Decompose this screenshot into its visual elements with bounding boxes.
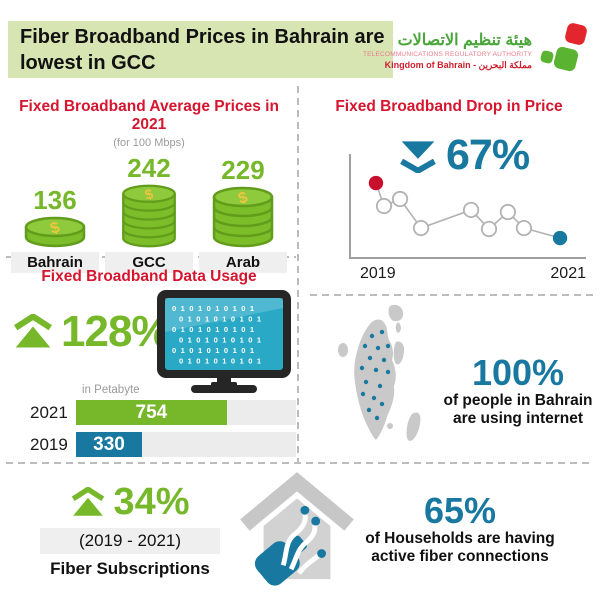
price-drop-heading: Fixed Broadband Drop in Price — [335, 98, 563, 115]
avg-prices-heading: Fixed Broadband Average Prices in 2021 — [19, 98, 279, 133]
subs-arrow-icon — [72, 486, 105, 516]
usage-bar-row: 2019 330 — [30, 432, 296, 457]
internet-caption: 100% of people in Bahrain are using inte… — [433, 354, 600, 428]
svg-text:0 1 0 1 0 1 0 1 0 1: 0 1 0 1 0 1 0 1 0 1 — [179, 357, 262, 366]
tra-logo: هيئة تنظيم الاتصالات TELECOMMUNICATIONS … — [363, 20, 592, 82]
coin-stack-gcc: 242 $ GCC — [105, 155, 193, 273]
usage-bars: 2021 754 2019 330 — [30, 400, 296, 464]
coin-stack-value: 242 — [127, 153, 171, 183]
map-dots — [359, 329, 391, 421]
households-block: 65% of Households are having active fibe… — [360, 492, 560, 566]
chart-series — [368, 175, 568, 246]
households-caption-line1: of Households are having — [365, 530, 555, 547]
binary-screen-text: 0 1 0 1 0 1 0 1 0 10 1 0 1 0 1 0 1 0 10 … — [172, 304, 262, 366]
svg-text:0 1 0 1 0 1 0 1 0 1: 0 1 0 1 0 1 0 1 0 1 — [179, 336, 262, 345]
coin-stacks: 136 $ Bahrain 242 $ — [0, 155, 298, 273]
chart-year-end: 2021 — [550, 265, 586, 282]
fiber-subscriptions-block: 34% (2019 - 2021) Fiber Subscriptions — [40, 482, 220, 579]
bar-track: 330 — [76, 432, 296, 457]
page-title: Fiber Broadband Prices in Bahrain are lo… — [8, 21, 393, 76]
logo-arabic-title: هيئة تنظيم الاتصالات — [397, 31, 532, 49]
bahrain-map — [338, 304, 421, 441]
growth-arrow-icon — [14, 314, 52, 348]
coin-stack-value: 229 — [221, 155, 265, 185]
house-fiber-icon — [240, 472, 354, 586]
data-usage-heading: Fixed Broadband Data Usage — [41, 268, 257, 285]
bar-year-label: 2019 — [30, 434, 68, 454]
coin-stack-label: GCC — [105, 252, 193, 273]
fiber-subs-value: 34% — [113, 481, 190, 523]
drop-arrow-icon — [400, 140, 436, 173]
fiber-subs-period: (2019 - 2021) — [40, 528, 220, 554]
logo-kingdom-line: Kingdom of Bahrain - مملكة البحرين — [384, 59, 532, 70]
section-data-usage: Fixed Broadband Data Usage 128% 0 1 0 1 … — [0, 258, 298, 462]
fiber-subs-stat: 34% — [40, 482, 220, 522]
svg-text:0 1 0 1 0 1 0 1 0 1: 0 1 0 1 0 1 0 1 0 1 — [179, 315, 262, 324]
data-usage-stat: 128% — [12, 307, 171, 356]
coin-stack-label: Arab — [199, 252, 287, 273]
svg-text:0 1 0 1 0 1 0 1 0 1: 0 1 0 1 0 1 0 1 0 1 — [172, 346, 255, 355]
bar-track: 754 — [76, 400, 296, 425]
internet-caption-line2: are using internet — [452, 410, 584, 427]
chart-axis — [349, 154, 586, 259]
coin-stack-icon: $ — [122, 184, 176, 248]
section-avg-prices: Fixed Broadband Average Prices in 2021 (… — [0, 88, 298, 273]
usage-bar-row: 2021 754 — [30, 400, 296, 425]
chart-year-start: 2019 — [360, 265, 396, 282]
coin-stack-icon: $ — [212, 186, 274, 248]
fiber-subs-label: Fiber Subscriptions — [50, 559, 210, 578]
households-stat: 65% — [423, 490, 497, 531]
coin-stack-label: Bahrain — [11, 252, 99, 273]
unit-label: in Petabyte — [82, 384, 140, 396]
section-internet-users: 100% of people in Bahrain are using inte… — [298, 296, 600, 462]
bar-fill-2021: 754 — [76, 400, 227, 425]
price-line-chart: 2019 2021 — [349, 154, 586, 282]
price-drop-stat: 67% — [398, 131, 530, 179]
internet-caption-line1: of people in Bahrain — [443, 392, 593, 409]
data-usage-value: 128% — [61, 307, 171, 356]
divider-right-horizontal — [310, 294, 594, 296]
svg-text:0 1 0 1 0 1 0 1 0 1: 0 1 0 1 0 1 0 1 0 1 — [172, 304, 255, 313]
svg-text:0 1 0 1 0 1 0 1 0 1: 0 1 0 1 0 1 0 1 0 1 — [172, 325, 255, 334]
price-drop-value: 67% — [446, 131, 530, 179]
avg-prices-subheading: (for 100 Mbps) — [113, 137, 185, 149]
logo-authority-name: TELECOMMUNICATIONS REGULATORY AUTHORITY — [363, 50, 532, 58]
tra-logo-mark-icon — [540, 23, 587, 72]
divider-footer-horizontal — [6, 462, 594, 464]
bar-year-label: 2021 — [30, 402, 68, 422]
page-title-line1: Fiber Broadband Prices in Bahrain are — [20, 26, 385, 48]
internet-stat: 100% — [471, 352, 565, 393]
tra-logo-text: هيئة تنظيم الاتصالات TELECOMMUNICATIONS … — [363, 32, 532, 71]
divider-vertical-center — [297, 86, 299, 463]
bar-fill-2019: 330 — [76, 432, 142, 457]
households-caption-line2: active fiber connections — [371, 548, 549, 565]
monitor-icon: 0 1 0 1 0 1 0 1 0 10 1 0 1 0 1 0 1 0 10 … — [157, 290, 291, 393]
coin-stack-bahrain: 136 $ Bahrain — [11, 155, 99, 273]
coin-stack-arab: 229 $ Arab — [199, 155, 287, 273]
coin-stack-value: 136 — [33, 185, 77, 215]
header-title-box: Fiber Broadband Prices in Bahrain are lo… — [8, 21, 393, 78]
coin-stack-icon: $ — [24, 216, 86, 248]
section-price-drop: Fixed Broadband Drop in Price 67% 2019 2… — [298, 88, 600, 296]
page-title-line2: lowest in GCC — [20, 52, 156, 74]
